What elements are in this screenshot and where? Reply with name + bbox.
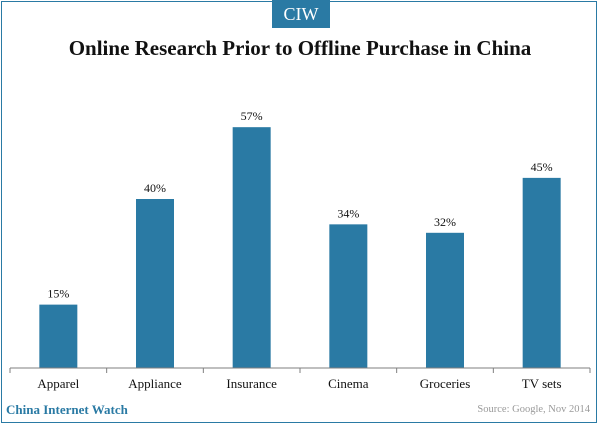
bar-tv-sets [522,177,561,368]
category-label: Groceries [420,376,471,391]
value-label: 57% [241,109,263,123]
x-axis-ticks-group [9,368,591,373]
category-label: Cinema [328,376,369,391]
value-label: 45% [531,160,553,174]
value-label: 40% [144,181,166,195]
bar-groceries [426,232,464,368]
brand-name: China Internet Watch [6,402,128,417]
value-label: 15% [47,287,69,301]
bar-cinema [329,224,368,368]
bars-group [39,127,561,368]
category-label: Apparel [37,376,79,391]
value-label: 32% [434,215,456,229]
category-labels-group: Apparel Appliance Insurance Cinema Groceries… [37,376,561,391]
category-label: Appliance [128,376,182,391]
bar-apparel [39,304,78,368]
source-note: Source: Google, Nov 2014 [477,404,590,415]
ciw-logo-badge: CIW [272,0,330,28]
bar-insurance [232,127,271,368]
bar-appliance [136,199,174,368]
category-label: Insurance [226,376,277,391]
chart-title: Online Research Prior to Offline Purchas… [68,36,532,60]
value-label: 34% [337,206,359,220]
value-labels-group: 15% 40% 57% 34% 32% 45% [47,109,552,300]
category-label: TV sets [522,376,562,391]
